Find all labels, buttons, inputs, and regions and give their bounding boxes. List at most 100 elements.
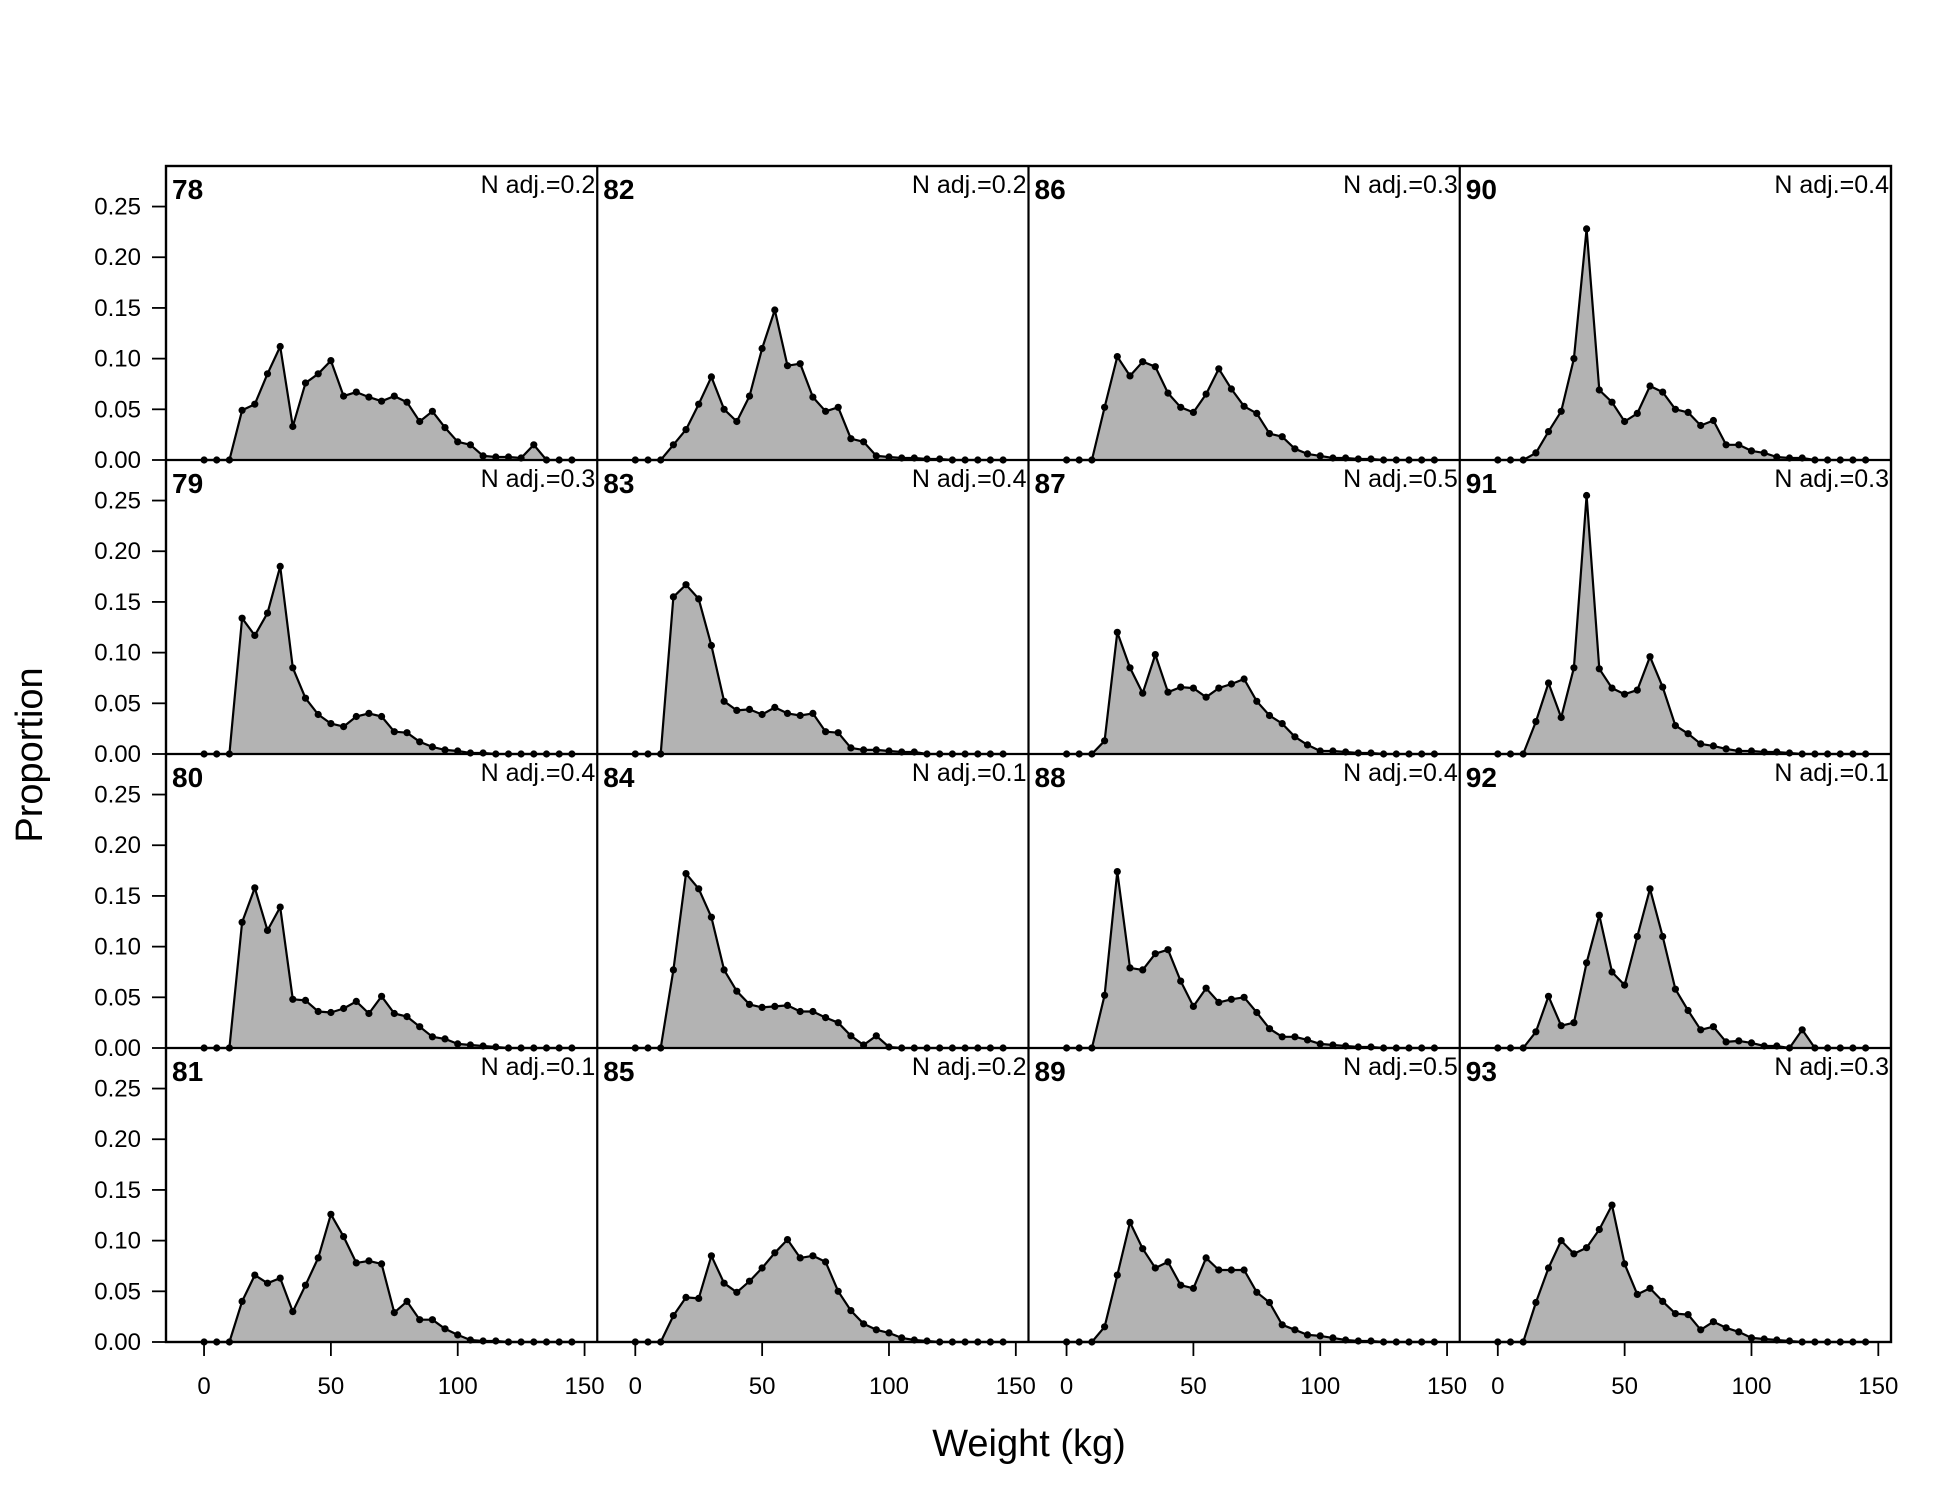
data-point-81-90 bbox=[428, 1316, 436, 1324]
area-fill-86 bbox=[1066, 356, 1435, 460]
data-point-80-100 bbox=[454, 1040, 462, 1048]
data-point-89-40 bbox=[1164, 1258, 1172, 1266]
data-point-93-90 bbox=[1722, 1324, 1730, 1332]
data-point-87-50 bbox=[1189, 684, 1197, 692]
x-axis-title: Weight (kg) bbox=[932, 1423, 1126, 1465]
data-point-80-15 bbox=[238, 918, 246, 926]
data-point-83-15 bbox=[669, 593, 678, 601]
data-point-80-50 bbox=[327, 1008, 335, 1017]
data-point-83-75 bbox=[822, 728, 830, 736]
data-point-79-35 bbox=[289, 664, 297, 672]
y-tick-label: 0.05 bbox=[94, 690, 141, 717]
data-point-83-100 bbox=[885, 747, 893, 755]
data-point-84-70 bbox=[809, 1007, 817, 1016]
data-point-84-55 bbox=[771, 1002, 779, 1011]
data-point-91-45 bbox=[1608, 684, 1616, 692]
data-point-80-85 bbox=[416, 1023, 424, 1031]
data-point-89-60 bbox=[1215, 1266, 1223, 1274]
data-point-91-85 bbox=[1709, 742, 1717, 750]
data-point-84-20 bbox=[682, 870, 690, 878]
data-point-84-30 bbox=[707, 913, 716, 921]
data-point-87-105 bbox=[1329, 747, 1337, 755]
data-point-85-75 bbox=[822, 1258, 830, 1266]
panel-year-label: 93 bbox=[1466, 1056, 1497, 1087]
data-point-92-55 bbox=[1633, 932, 1641, 941]
y-tick-label: 0.15 bbox=[94, 295, 141, 322]
data-point-80-105 bbox=[466, 1041, 474, 1049]
data-point-90-55 bbox=[1633, 409, 1641, 417]
data-point-81-100 bbox=[454, 1331, 462, 1339]
data-point-82-65 bbox=[796, 360, 804, 368]
panel-year-label: 83 bbox=[603, 468, 634, 499]
data-point-83-45 bbox=[745, 705, 754, 714]
data-point-87-85 bbox=[1278, 720, 1286, 728]
data-point-83-20 bbox=[682, 581, 690, 589]
data-point-91-20 bbox=[1544, 679, 1553, 687]
data-point-91-55 bbox=[1633, 686, 1641, 694]
data-point-93-25 bbox=[1557, 1237, 1565, 1245]
data-point-80-55 bbox=[340, 1004, 348, 1013]
area-fill-85 bbox=[635, 1239, 1004, 1342]
data-point-80-65 bbox=[365, 1009, 373, 1018]
data-point-87-70 bbox=[1240, 675, 1248, 683]
data-point-85-80 bbox=[834, 1287, 842, 1295]
data-point-82-70 bbox=[809, 393, 817, 401]
y-axis-title: Proportion bbox=[9, 667, 51, 842]
data-point-82-90 bbox=[860, 438, 868, 446]
data-point-83-35 bbox=[720, 697, 728, 705]
data-point-89-95 bbox=[1303, 1331, 1312, 1339]
data-point-78-115 bbox=[492, 453, 500, 461]
area-fill-84 bbox=[635, 873, 1004, 1048]
data-point-80-45 bbox=[314, 1007, 322, 1016]
data-point-88-50 bbox=[1189, 1002, 1197, 1011]
data-point-87-100 bbox=[1316, 747, 1324, 755]
data-point-86-90 bbox=[1291, 445, 1299, 453]
data-point-92-35 bbox=[1583, 959, 1591, 967]
panel-adj-label: N adj.=0.2 bbox=[912, 1053, 1027, 1081]
data-point-78-40 bbox=[301, 379, 310, 387]
data-point-86-45 bbox=[1177, 403, 1185, 411]
data-point-82-50 bbox=[758, 344, 766, 353]
data-point-82-15 bbox=[669, 441, 678, 449]
data-point-79-100 bbox=[454, 747, 462, 755]
data-point-78-15 bbox=[238, 406, 246, 414]
data-point-91-80 bbox=[1697, 740, 1705, 748]
data-point-81-70 bbox=[378, 1260, 386, 1268]
data-point-78-50 bbox=[327, 357, 335, 365]
y-tick-label: 0.05 bbox=[94, 1278, 141, 1305]
data-point-92-95 bbox=[1735, 1037, 1743, 1045]
area-fill-80 bbox=[204, 887, 572, 1048]
data-point-89-25 bbox=[1126, 1218, 1134, 1226]
data-point-82-55 bbox=[771, 306, 779, 314]
data-point-89-100 bbox=[1316, 1332, 1324, 1340]
y-tick-label: 0.00 bbox=[94, 447, 141, 474]
data-point-83-70 bbox=[809, 709, 817, 718]
data-point-88-100 bbox=[1316, 1040, 1324, 1048]
data-point-85-50 bbox=[758, 1264, 766, 1272]
data-point-86-50 bbox=[1189, 408, 1197, 416]
y-tick-label: 0.15 bbox=[94, 589, 141, 616]
data-point-84-25 bbox=[695, 885, 703, 893]
data-point-87-95 bbox=[1303, 741, 1312, 749]
data-point-90-90 bbox=[1722, 441, 1730, 449]
data-point-85-40 bbox=[733, 1288, 741, 1296]
y-tick-label: 0.25 bbox=[94, 1076, 141, 1103]
data-point-81-30 bbox=[276, 1274, 284, 1282]
data-point-81-35 bbox=[289, 1308, 297, 1316]
x-tick-label: 100 bbox=[869, 1373, 909, 1400]
data-point-91-35 bbox=[1583, 491, 1591, 500]
panel-82: 82 N adj.=0.2 bbox=[603, 171, 1027, 464]
data-point-82-35 bbox=[720, 405, 728, 413]
data-point-83-50 bbox=[758, 710, 766, 719]
data-point-79-25 bbox=[263, 609, 272, 617]
data-point-81-75 bbox=[390, 1309, 398, 1317]
panel-year-label: 81 bbox=[172, 1056, 203, 1087]
data-point-92-100 bbox=[1747, 1039, 1756, 1047]
panel-81: 81 N adj.=0.1 bbox=[172, 1053, 595, 1346]
data-point-85-30 bbox=[707, 1252, 716, 1260]
data-point-81-65 bbox=[365, 1257, 373, 1265]
data-point-93-35 bbox=[1583, 1244, 1591, 1252]
data-point-79-50 bbox=[327, 720, 335, 728]
panel-84: 84 N adj.=0.1 bbox=[603, 759, 1027, 1052]
data-point-88-45 bbox=[1177, 977, 1185, 985]
